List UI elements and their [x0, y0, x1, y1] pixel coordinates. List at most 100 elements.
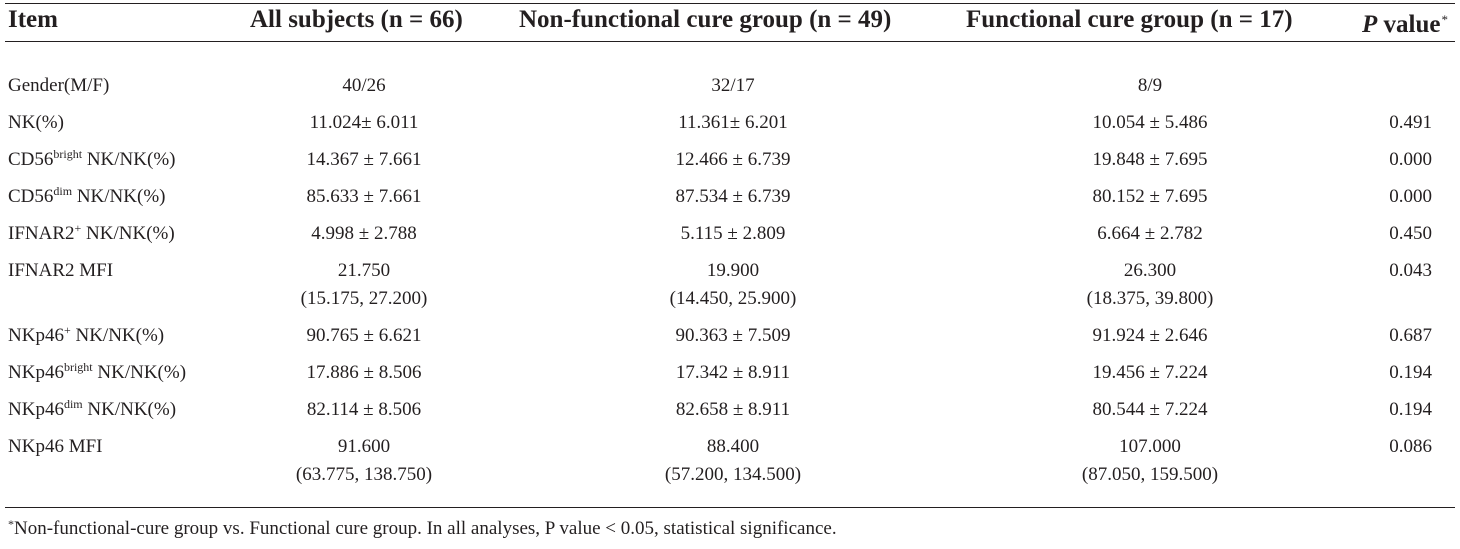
- cell-all-subjects: 82.114 ± 8.506: [279, 396, 449, 424]
- cell-value: 6.664 ± 2.782: [1097, 223, 1203, 244]
- cell-p-value: 0.043: [1389, 260, 1432, 281]
- table-top-rule: [5, 3, 1455, 4]
- item-superscript: +: [74, 221, 82, 235]
- cell-value-range: (63.775, 138.750): [295, 464, 433, 485]
- cell-value-range: (87.050, 159.500): [1081, 464, 1219, 485]
- cell-all-subjects: 40/26: [279, 72, 449, 100]
- cell-all-subjects: 90.765 ± 6.621: [279, 322, 449, 350]
- cell-value: 19.848 ± 7.695: [1092, 149, 1208, 170]
- cell-value: 88.400: [706, 436, 760, 457]
- footnote-star: *: [8, 517, 14, 531]
- cell-p-value: 0.000: [1389, 186, 1432, 207]
- cell-value-range: (15.175, 27.200): [300, 288, 428, 309]
- item-label: IFNAR2: [8, 223, 75, 244]
- item-label: Gender(M/F): [8, 75, 110, 96]
- cell-value: 80.544 ± 7.224: [1092, 399, 1208, 420]
- cell-all-subjects: 14.367 ± 7.661: [279, 146, 449, 174]
- item-superscript: dim: [53, 184, 73, 198]
- cell-value: 11.024± 6.011: [309, 112, 419, 133]
- header-all-subjects: All subjects (n = 66): [250, 6, 463, 33]
- cell-value: 82.114 ± 8.506: [306, 399, 422, 420]
- cell-item: Gender(M/F): [8, 72, 109, 100]
- cell-value: 19.900: [706, 260, 760, 281]
- cell-value: 91.924 ± 2.646: [1092, 325, 1208, 346]
- table-footnote: *Non-functional-cure group vs. Functiona…: [8, 515, 837, 543]
- item-label: NKp46: [8, 362, 64, 383]
- cell-item: IFNAR2+ NK/NK(%): [8, 220, 175, 248]
- cell-value-range: (18.375, 39.800): [1086, 288, 1214, 309]
- cell-value: 19.456 ± 7.224: [1092, 362, 1208, 383]
- cell-p-value: 0.491: [1389, 112, 1432, 133]
- header-p-italic: P: [1362, 11, 1378, 38]
- cell-value: 17.886 ± 8.506: [306, 362, 422, 383]
- cell-non-functional-cure: 19.900 (14.450, 25.900): [638, 257, 828, 313]
- cell-non-functional-cure: 17.342 ± 8.911: [638, 359, 828, 387]
- cell-non-functional-cure: 11.361± 6.201: [638, 109, 828, 137]
- cell-functional-cure: 6.664 ± 2.782: [1055, 220, 1245, 248]
- item-label: CD56: [8, 186, 54, 207]
- header-item: Item: [8, 6, 58, 33]
- cell-all-subjects: 11.024± 6.011: [279, 109, 449, 137]
- cell-non-functional-cure: 90.363 ± 7.509: [638, 322, 828, 350]
- cell-value: 82.658 ± 8.911: [675, 399, 791, 420]
- cell-p-value: 0.086: [1389, 436, 1432, 457]
- cell-p-value: 0.194: [1389, 399, 1432, 420]
- cell-value: 90.765 ± 6.621: [306, 325, 422, 346]
- cell-value: 11.361± 6.201: [678, 112, 788, 133]
- item-label-suffix: NK/NK(%): [82, 149, 176, 170]
- item-label: NKp46: [8, 325, 64, 346]
- cell-p-value: 0.000: [1389, 149, 1432, 170]
- cell-value-range: (14.450, 25.900): [669, 288, 797, 309]
- cell-value: 107.000: [1119, 436, 1181, 457]
- cell-functional-cure: 107.000 (87.050, 159.500): [1055, 433, 1245, 489]
- cell-value: 90.363 ± 7.509: [675, 325, 791, 346]
- item-label: NKp46 MFI: [8, 436, 103, 457]
- cell-value: 21.750: [337, 260, 391, 281]
- cell-non-functional-cure: 82.658 ± 8.911: [638, 396, 828, 424]
- header-p-star: *: [1441, 12, 1448, 27]
- item-label-suffix: NK/NK(%): [70, 325, 165, 346]
- cell-non-functional-cure: 88.400 (57.200, 134.500): [638, 433, 828, 489]
- cell-p-value: 0.450: [1389, 223, 1432, 244]
- cell-p-value: 0.687: [1389, 325, 1432, 346]
- cell-value: 32/17: [711, 75, 755, 96]
- item-superscript: bright: [63, 360, 93, 374]
- cell-functional-cure: 91.924 ± 2.646: [1055, 322, 1245, 350]
- cell-non-functional-cure: 12.466 ± 6.739: [638, 146, 828, 174]
- cell-item: NKp46+ NK/NK(%): [8, 322, 164, 350]
- cell-all-subjects: 4.998 ± 2.788: [279, 220, 449, 248]
- cell-non-functional-cure: 5.115 ± 2.809: [638, 220, 828, 248]
- cell-functional-cure: 80.544 ± 7.224: [1055, 396, 1245, 424]
- cell-p-value: 0.194: [1389, 362, 1432, 383]
- cell-value: 85.633 ± 7.661: [306, 186, 422, 207]
- cell-item: NKp46dim NK/NK(%): [8, 396, 176, 424]
- cell-all-subjects: 91.600 (63.775, 138.750): [279, 433, 449, 489]
- cell-item: NKp46 MFI: [8, 433, 102, 461]
- cell-value: 14.367 ± 7.661: [306, 149, 422, 170]
- header-p-value: P value*: [1362, 3, 1448, 41]
- item-superscript: +: [63, 323, 71, 337]
- table-bottom-rule: [5, 507, 1455, 508]
- item-label-suffix: NK/NK(%): [82, 399, 177, 420]
- item-label: IFNAR2 MFI: [8, 260, 114, 281]
- cell-value: 5.115 ± 2.809: [680, 223, 786, 244]
- cell-value: 10.054 ± 5.486: [1092, 112, 1208, 133]
- cell-item: CD56dim NK/NK(%): [8, 183, 165, 211]
- header-p-rest: value: [1377, 11, 1441, 38]
- cell-functional-cure: 26.300 (18.375, 39.800): [1055, 257, 1245, 313]
- cell-item: CD56bright NK/NK(%): [8, 146, 175, 174]
- cell-item: NKp46bright NK/NK(%): [8, 359, 186, 387]
- cell-value: 91.600: [337, 436, 391, 457]
- cell-item: NK(%): [8, 109, 64, 137]
- cell-value: 17.342 ± 8.911: [675, 362, 791, 383]
- item-label-suffix: NK/NK(%): [92, 362, 187, 383]
- cell-functional-cure: 19.456 ± 7.224: [1055, 359, 1245, 387]
- item-label-suffix: NK/NK(%): [72, 186, 166, 207]
- cell-value: 87.534 ± 6.739: [675, 186, 791, 207]
- footnote-text: Non-functional-cure group vs. Functional…: [14, 518, 837, 539]
- item-label: NKp46: [8, 399, 64, 420]
- cell-functional-cure: 8/9: [1055, 72, 1245, 100]
- cell-all-subjects: 21.750 (15.175, 27.200): [279, 257, 449, 313]
- cell-all-subjects: 17.886 ± 8.506: [279, 359, 449, 387]
- item-label: NK(%): [8, 112, 64, 133]
